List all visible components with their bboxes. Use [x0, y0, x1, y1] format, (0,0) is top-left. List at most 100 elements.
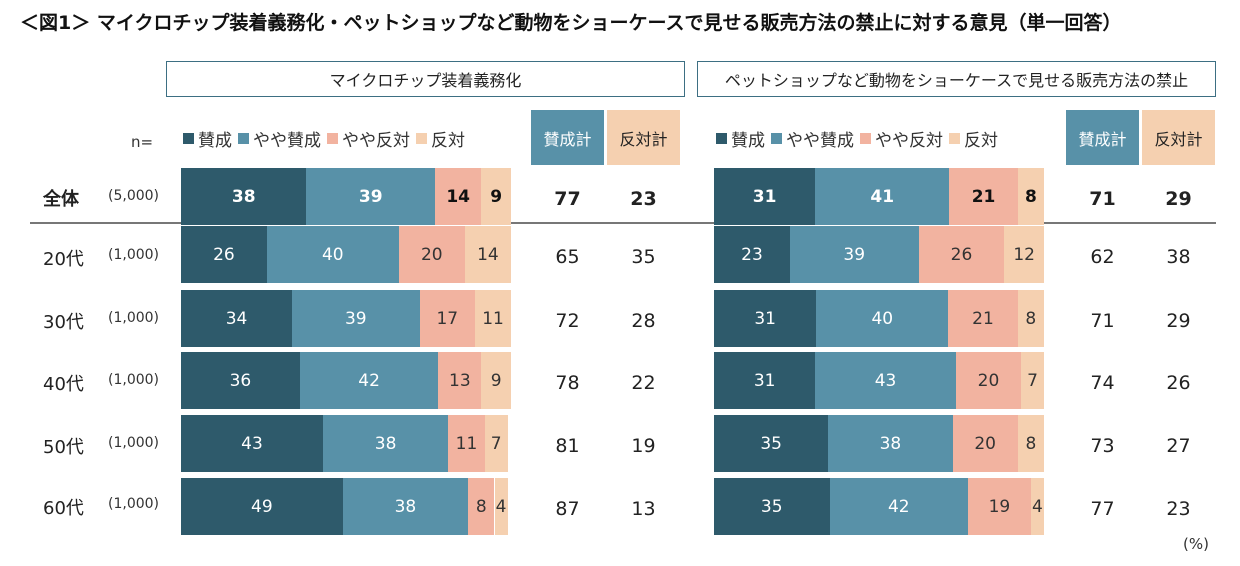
legend-swatch-agree: [183, 133, 194, 144]
agree-total-value: 62: [1090, 246, 1115, 268]
bar-segment-somewhat-agree: 40: [266, 226, 399, 283]
legend-label: やや賛成: [786, 131, 854, 151]
bar-segment-disagree: 9: [481, 352, 511, 409]
legend-label: やや反対: [875, 131, 943, 151]
bar-segment-disagree: 7: [484, 415, 508, 472]
agree-total-value: 71: [1090, 310, 1115, 332]
row-label: 30代: [43, 312, 84, 333]
bar-segment-disagree: 9: [481, 168, 511, 225]
row-n: (5,000): [108, 188, 160, 204]
bar-segment-somewhat-disagree: 19: [968, 478, 1031, 535]
disagree-total-value: 26: [1166, 372, 1191, 394]
bar-segment-disagree: 8: [1017, 168, 1044, 225]
legend-swatch-somewhat-disagree: [860, 133, 871, 144]
bar-segment-somewhat-disagree: 11: [448, 415, 485, 472]
legend-swatch-disagree: [949, 133, 960, 144]
legend-item-somewhat-disagree: やや反対: [860, 126, 943, 151]
disagree-total-value: 23: [1166, 498, 1191, 520]
row-label: 60代: [43, 498, 84, 519]
agree-total-value: 71: [1089, 188, 1116, 210]
bar-segment-somewhat-agree: 38: [322, 415, 449, 472]
bar-segment-disagree: 4: [1030, 478, 1044, 535]
bar-segment-disagree: 11: [475, 290, 511, 347]
bar-segment-somewhat-disagree: 20: [952, 415, 1018, 472]
legend-label: 反対: [431, 131, 465, 151]
unit-label: (%): [1183, 535, 1209, 553]
bar-segment-agree: 31: [714, 352, 816, 409]
legend-swatch-agree: [716, 133, 727, 144]
row-n: (1,000): [108, 435, 160, 451]
bar-segment-agree: 34: [181, 290, 293, 347]
legend-right: 賛成 やや賛成 やや反対 反対: [716, 126, 1004, 151]
disagree-total-value: 19: [631, 435, 656, 457]
disagree-total-value: 13: [631, 498, 656, 520]
panel-title-microchip: マイクロチップ装着義務化: [166, 61, 685, 97]
row-label: 40代: [43, 374, 84, 395]
bar-segment-disagree: 8: [1017, 415, 1044, 472]
bar-segment-somewhat-agree: 38: [828, 415, 953, 472]
legend-label: 賛成: [198, 131, 232, 151]
bar-segment-agree: 23: [714, 226, 790, 283]
bar-segment-somewhat-disagree: 13: [438, 352, 482, 409]
legend-item-somewhat-agree: やや賛成: [238, 126, 321, 151]
bar-segment-somewhat-disagree: 26: [918, 226, 1005, 283]
bar-segment-somewhat-agree: 40: [816, 290, 949, 347]
bar-segment-agree: 49: [181, 478, 343, 535]
row-n: (1,000): [108, 372, 160, 388]
agree-total-value: 77: [554, 188, 581, 210]
agree-total-value: 87: [555, 498, 580, 520]
agree-total-value: 78: [555, 372, 580, 394]
chart-title: ＜図1＞ マイクロチップ装着義務化・ペットショップなど動物をショーケースで見せる…: [20, 12, 1122, 34]
legend-label: やや賛成: [253, 131, 321, 151]
bar-segment-agree: 36: [181, 352, 300, 409]
bar-segment-agree: 38: [181, 168, 307, 225]
bar-segment-disagree: 14: [464, 226, 511, 283]
bar-segment-somewhat-agree: 43: [815, 352, 956, 409]
disagree-total-value: 27: [1166, 435, 1191, 457]
row-label: 50代: [43, 437, 84, 458]
bar-segment-somewhat-agree: 39: [292, 290, 420, 347]
legend-label: やや反対: [342, 131, 410, 151]
bar-segment-somewhat-agree: 38: [342, 478, 469, 535]
bar-segment-disagree: 8: [1017, 290, 1044, 347]
total-row-divider: [30, 222, 1216, 224]
agree-total-value: 72: [555, 310, 580, 332]
row-label: 全体: [43, 189, 79, 210]
bar-segment-agree: 26: [181, 226, 267, 283]
legend-item-somewhat-disagree: やや反対: [327, 126, 410, 151]
agree-total-value: 81: [555, 435, 580, 457]
agree-total-header-right: 賛成計: [1066, 110, 1139, 165]
bar-segment-agree: 35: [714, 415, 829, 472]
bar-segment-somewhat-agree: 41: [815, 168, 950, 225]
bar-segment-disagree: 7: [1021, 352, 1044, 409]
bar-segment-agree: 35: [714, 478, 830, 535]
bar-segment-agree: 43: [181, 415, 323, 472]
row-n: (1,000): [108, 496, 160, 512]
n-label: n=: [131, 133, 154, 151]
legend-item-agree: 賛成: [716, 126, 765, 151]
disagree-total-value: 28: [631, 310, 656, 332]
row-n: (1,000): [108, 247, 160, 263]
bar-segment-somewhat-disagree: 8: [468, 478, 495, 535]
legend-swatch-somewhat-agree: [771, 133, 782, 144]
legend-label: 反対: [964, 131, 998, 151]
agree-total-header-left: 賛成計: [531, 110, 604, 165]
agree-total-value: 73: [1090, 435, 1115, 457]
bar-segment-agree: 31: [714, 168, 816, 225]
bar-segment-somewhat-agree: 42: [829, 478, 969, 535]
legend-swatch-somewhat-disagree: [327, 133, 338, 144]
agree-total-value: 74: [1090, 372, 1115, 394]
disagree-total-value: 22: [631, 372, 656, 394]
legend-swatch-somewhat-agree: [238, 133, 249, 144]
agree-total-value: 65: [555, 246, 580, 268]
bar-segment-somewhat-disagree: 20: [398, 226, 465, 283]
panel-title-showcase: ペットショップなど動物をショーケースで見せる販売方法の禁止: [697, 61, 1216, 97]
legend-item-disagree: 反対: [949, 126, 998, 151]
bar-segment-somewhat-disagree: 14: [435, 168, 482, 225]
bar-segment-somewhat-disagree: 21: [948, 290, 1018, 347]
bar-segment-disagree: 4: [494, 478, 508, 535]
legend-label: 賛成: [731, 131, 765, 151]
disagree-total-value: 23: [630, 188, 657, 210]
disagree-total-value: 29: [1165, 188, 1192, 210]
